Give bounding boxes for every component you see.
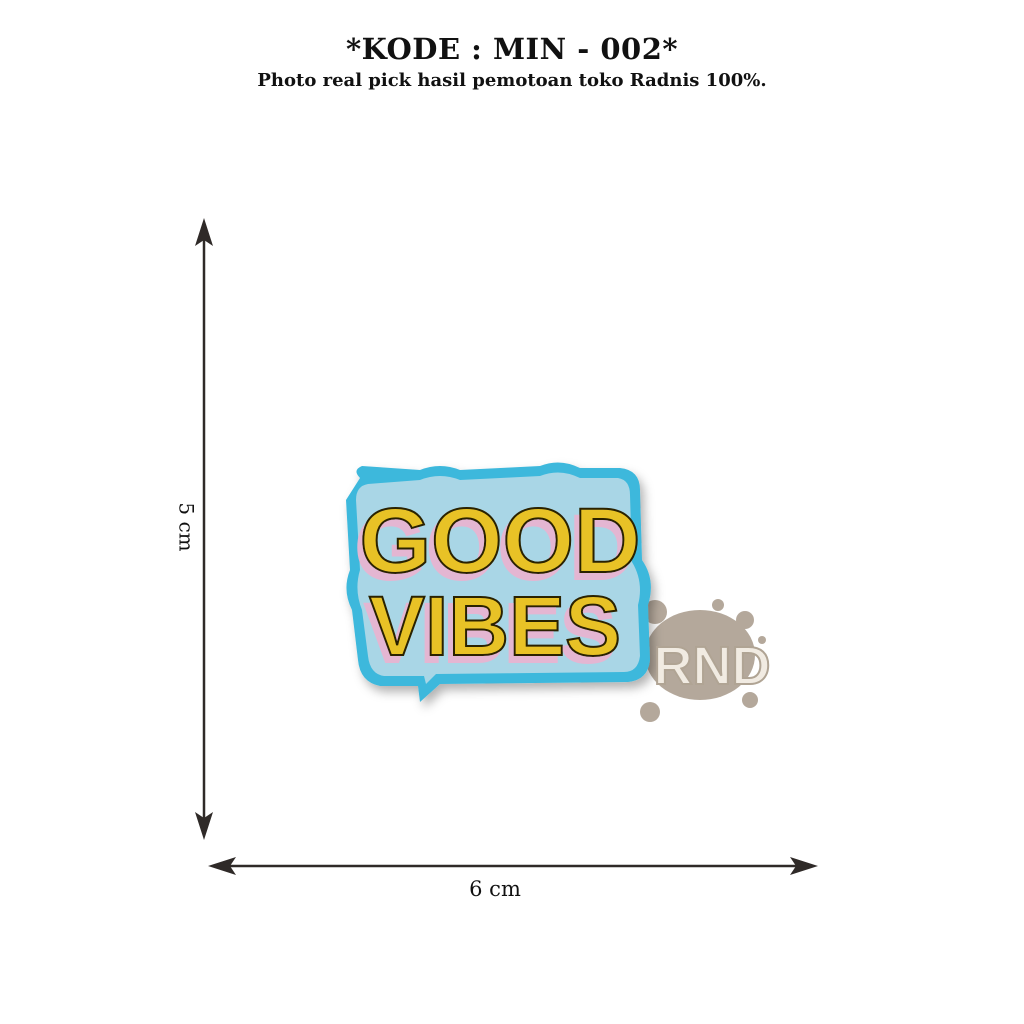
height-arrow (195, 218, 213, 840)
watermark-logo: RND (654, 636, 771, 696)
patch (346, 462, 651, 702)
width-arrow (208, 857, 818, 875)
product-subtitle: Photo real pick hasil pemotoan toko Radn… (257, 70, 767, 91)
patch-text: GOOD VIBES (358, 489, 641, 674)
watermark-splat (640, 599, 766, 722)
product-code-title: *KODE : MIN - 002* (345, 32, 679, 66)
patch-line1: GOOD (359, 490, 640, 592)
patch-line2: VIBES (369, 579, 621, 673)
width-label: 6 cm (469, 877, 521, 901)
height-label: 5 cm (174, 502, 199, 552)
